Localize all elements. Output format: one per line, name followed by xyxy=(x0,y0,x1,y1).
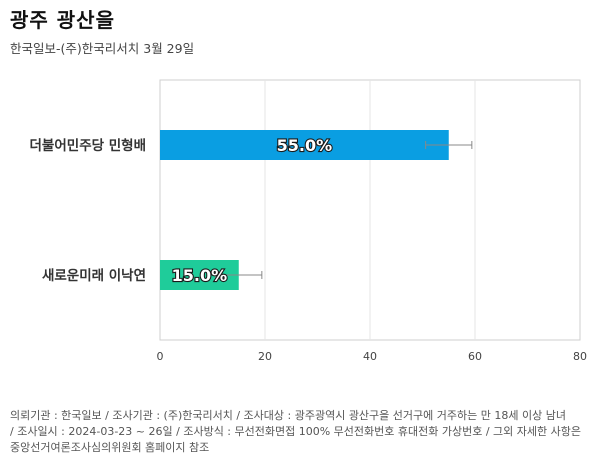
category-label: 더불어민주당 민형배 xyxy=(30,137,146,154)
grid-lines xyxy=(159,79,581,341)
bar xyxy=(160,130,449,160)
x-tick-label: 20 xyxy=(258,350,272,363)
footnote-line: 중앙선거여론조사심의위원회 홈페이지 참조 xyxy=(10,441,210,454)
survey-footnote: 의뢰기관 : 한국일보 / 조사기관 : (주)한국리서치 / 조사대상 : 광… xyxy=(10,408,595,456)
chart-title: 광주 광산을 xyxy=(10,8,115,32)
bar-value-label: 55.0% xyxy=(277,136,333,155)
x-axis-ticks: 0 20 40 60 80 xyxy=(157,350,588,363)
bar-value-label: 15.0% xyxy=(172,266,228,285)
category-label: 새로운미래 이낙연 xyxy=(42,267,146,284)
footnote-line: 의뢰기관 : 한국일보 / 조사기관 : (주)한국리서치 / 조사대상 : 광… xyxy=(10,409,566,422)
x-tick-label: 80 xyxy=(573,350,587,363)
x-tick-label: 60 xyxy=(468,350,482,363)
chart-subtitle: 한국일보-(주)한국리서치 3월 29일 xyxy=(10,41,195,56)
bars: 55.0% 15.0% xyxy=(160,130,473,290)
x-tick-label: 0 xyxy=(157,350,164,363)
x-tick-label: 40 xyxy=(363,350,377,363)
footnote-line: / 조사일시 : 2024-03-23 ~ 26일 / 조사방식 : 무선전화면… xyxy=(10,425,581,438)
